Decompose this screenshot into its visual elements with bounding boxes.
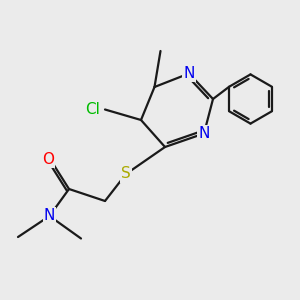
Text: Cl: Cl xyxy=(85,102,100,117)
Text: N: N xyxy=(198,126,210,141)
Text: S: S xyxy=(121,167,131,182)
Text: O: O xyxy=(42,152,54,166)
Text: N: N xyxy=(183,66,195,81)
Text: N: N xyxy=(44,208,55,224)
